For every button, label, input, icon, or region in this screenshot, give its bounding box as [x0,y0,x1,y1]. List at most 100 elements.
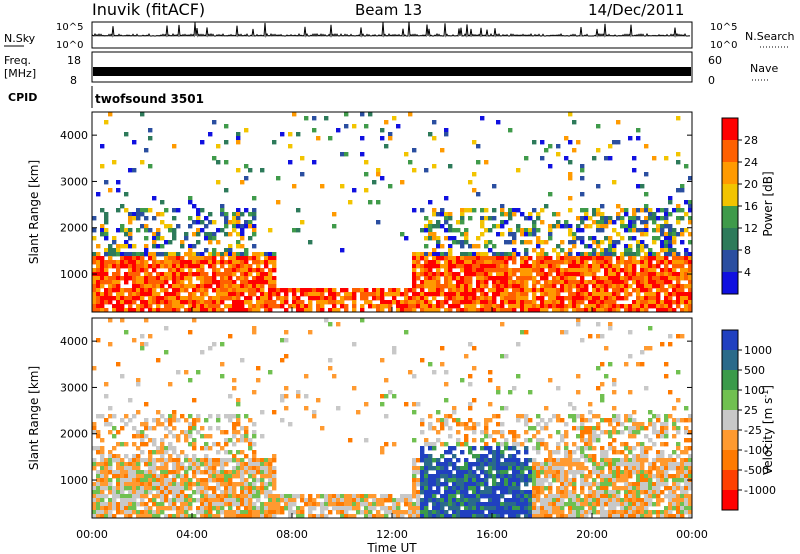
power-cell [396,308,401,313]
velocity-cell [564,422,569,427]
velocity-cell [680,510,685,515]
power-cell [680,228,685,233]
power-cell [568,208,573,213]
power-cell [268,260,273,265]
velocity-cell [608,478,613,483]
velocity-cell [668,486,673,491]
power-cell [556,272,561,277]
power-cell [244,128,249,133]
power-cell [432,208,437,213]
power-cell [212,156,217,161]
power-cell [240,260,245,265]
power-cell [232,216,237,221]
power-cell [552,288,557,293]
velocity-cell [628,506,633,511]
velocity-cell [116,478,121,483]
power-cell [128,212,133,217]
velocity-cell [684,502,689,507]
power-cell [504,300,509,305]
velocity-cell [668,506,673,511]
velocity-cell [444,514,449,519]
power-cell [428,300,433,305]
power-cell [624,296,629,301]
power-cell [628,292,633,297]
velocity-cell [672,490,677,495]
velocity-cell [220,478,225,483]
velocity-cell [644,474,649,479]
velocity-cell [580,474,585,479]
velocity-cell [140,422,145,427]
velocity-cell [616,494,621,499]
velocity-cell [644,498,649,503]
velocity-cell [680,478,685,483]
power-cell [372,304,377,309]
power-cell [544,276,549,281]
power-cell [584,244,589,249]
velocity-cell [196,370,201,375]
velocity-cell [628,502,633,507]
velocity-cell [592,454,597,459]
beam-label: Beam 13 [355,1,422,19]
power-cell [668,296,673,301]
velocity-cell [424,442,429,447]
velocity-cell [428,362,433,367]
velocity-cell [448,462,453,467]
power-cell [220,288,225,293]
power-cell [424,260,429,265]
power-cell [608,240,613,245]
power-cell [264,256,269,261]
velocity-cell [216,478,221,483]
velocity-cell [116,474,121,479]
velocity-cell [552,466,557,471]
velocity-cell [668,514,673,519]
velocity-cell [440,502,445,507]
velocity-cell [132,470,137,475]
velocity-cell [244,506,249,511]
power-cell [524,268,529,273]
power-cell [120,244,125,249]
power-cell [620,252,625,257]
power-cell [200,284,205,289]
velocity-cell [548,506,553,511]
power-cell [556,268,561,273]
power-cell [492,244,497,249]
velocity-cell [256,366,261,371]
power-cell [488,240,493,245]
power-cell [192,296,197,301]
velocity-cell [416,478,421,483]
power-cell [268,276,273,281]
velocity-cell [444,418,449,423]
power-cell [544,204,549,209]
velocity-cell [560,514,565,519]
power-cell [624,260,629,265]
velocity-cell [412,438,417,443]
power-cell [272,292,277,297]
velocity-cell [144,490,149,495]
velocity-cell [152,502,157,507]
power-cell [532,280,537,285]
velocity-cell [688,482,693,487]
power-cell [588,268,593,273]
power-cell [456,220,461,225]
power-cell [140,284,145,289]
power-cell [520,260,525,265]
velocity-cell [160,510,165,515]
velocity-cell [612,478,617,483]
power-cell [688,300,693,305]
power-cell [492,304,497,309]
velocity-cell [572,458,577,463]
velocity-cell [476,514,481,519]
velocity-cell [624,482,629,487]
velocity-cell [496,386,501,391]
power-cell [440,288,445,293]
velocity-cell [152,426,157,431]
velocity-cell [572,486,577,491]
velocity-cell [556,418,561,423]
power-cell [624,252,629,257]
power-cell [308,296,313,301]
power-cell [452,272,457,277]
power-cell [420,256,425,261]
power-cell [476,160,481,165]
velocity-cell [636,478,641,483]
velocity-cell [252,454,257,459]
